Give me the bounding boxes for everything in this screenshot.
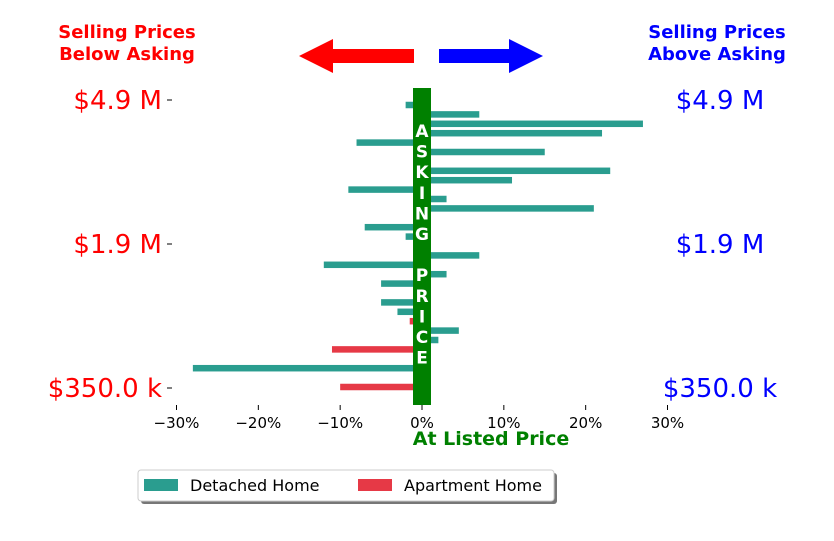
bar-detached <box>397 308 422 316</box>
bar-detached <box>348 186 422 193</box>
vertical-letter: C <box>416 328 428 348</box>
x-tick-label: 10% <box>487 414 520 432</box>
price-label-right: $350.0 k <box>663 374 777 404</box>
left-title-line1: Selling Prices <box>58 22 195 43</box>
price-label-right: $1.9 M <box>676 230 765 260</box>
price-label-right: $4.9 M <box>676 86 765 116</box>
bar-detached <box>364 223 422 231</box>
left-arrow-icon <box>299 39 414 73</box>
x-tick-label: 20% <box>569 414 602 432</box>
bar-apartment <box>340 383 422 391</box>
vertical-letter: S <box>416 143 428 163</box>
bar-detached <box>323 261 422 269</box>
bar-detached <box>422 270 447 278</box>
bar-apartment <box>331 346 422 353</box>
legend-swatch-detached <box>144 479 178 491</box>
legend-box <box>137 469 555 502</box>
bar-detached <box>422 129 603 137</box>
bar-detached <box>192 364 422 372</box>
left-price-labels: $4.9 M $1.9 M $350.0 k <box>48 86 172 404</box>
bar-detached <box>422 205 594 212</box>
right-title-line2: Above Asking <box>648 44 786 65</box>
legend-label-apartment: Apartment Home <box>404 476 542 495</box>
right-price-labels: $4.9 M $1.9 M $350.0 k <box>663 86 777 404</box>
x-tick-label: −30% <box>154 414 200 432</box>
vertical-letter: R <box>415 287 428 307</box>
x-axis-ticks: −30% −20% −10% 0% 10% 20% 30% <box>154 405 684 432</box>
vertical-letter: N <box>415 204 429 224</box>
vertical-letter: I <box>419 184 425 204</box>
x-tick-label: −10% <box>317 414 363 432</box>
price-label-left: $4.9 M <box>73 86 162 116</box>
bar-detached <box>422 167 611 175</box>
right-title-line1: Selling Prices <box>648 22 785 43</box>
x-tick-label: −20% <box>235 414 281 432</box>
vertical-letter: P <box>416 266 428 286</box>
legend-label-detached: Detached Home <box>190 476 320 495</box>
vertical-letter: G <box>415 225 429 245</box>
bar-detached <box>422 195 447 203</box>
vertical-letter: E <box>416 349 428 369</box>
vertical-letter: K <box>415 163 429 183</box>
price-label-left: $350.0 k <box>48 374 162 404</box>
bar-detached <box>422 252 480 259</box>
x-tick-label: 0% <box>410 414 434 432</box>
center-label: At Listed Price <box>413 428 569 450</box>
bar-detached <box>422 111 480 118</box>
bar-detached <box>422 176 513 184</box>
right-arrow-icon <box>439 39 543 73</box>
bar-detached <box>422 120 643 128</box>
bar-detached <box>422 148 545 156</box>
x-tick-label: 30% <box>651 414 684 432</box>
bar-detached <box>381 280 422 287</box>
bar-detached <box>356 139 422 146</box>
asking-price-band <box>413 88 431 405</box>
legend: Detached Home Apartment Home <box>137 469 557 504</box>
vertical-letter: A <box>415 122 429 142</box>
bar-detached <box>422 327 459 334</box>
vertical-letter: I <box>419 307 425 327</box>
bar-detached <box>381 299 422 306</box>
price-label-left: $1.9 M <box>73 230 162 260</box>
legend-swatch-apartment <box>358 479 392 491</box>
left-title-line2: Below Asking <box>59 44 195 65</box>
